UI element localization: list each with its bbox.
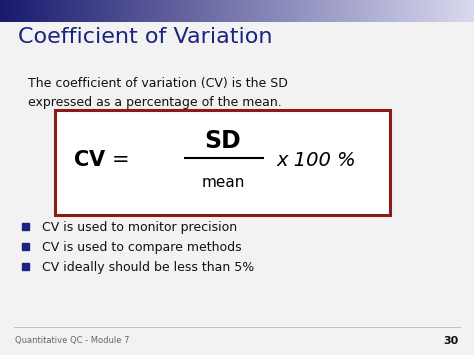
Text: CV ideally should be less than 5%: CV ideally should be less than 5% [42, 261, 254, 273]
FancyBboxPatch shape [55, 110, 390, 215]
Text: Quantitative QC - Module 7: Quantitative QC - Module 7 [15, 337, 129, 345]
Text: The coefficient of variation (CV) is the SD
expressed as a percentage of the mea: The coefficient of variation (CV) is the… [28, 77, 288, 109]
Text: CV is used to monitor precision: CV is used to monitor precision [42, 220, 237, 234]
Text: CV is used to compare methods: CV is used to compare methods [42, 240, 242, 253]
Text: SD: SD [205, 129, 241, 153]
Text: Coefficient of Variation: Coefficient of Variation [18, 27, 273, 47]
Text: 30: 30 [444, 336, 459, 346]
Bar [22, 263, 29, 270]
Bar [22, 243, 29, 250]
Text: x 100 %: x 100 % [277, 151, 356, 170]
Text: mean: mean [201, 175, 245, 190]
Bar [22, 223, 29, 230]
Text: $\mathbf{CV}$ =: $\mathbf{CV}$ = [73, 151, 128, 170]
